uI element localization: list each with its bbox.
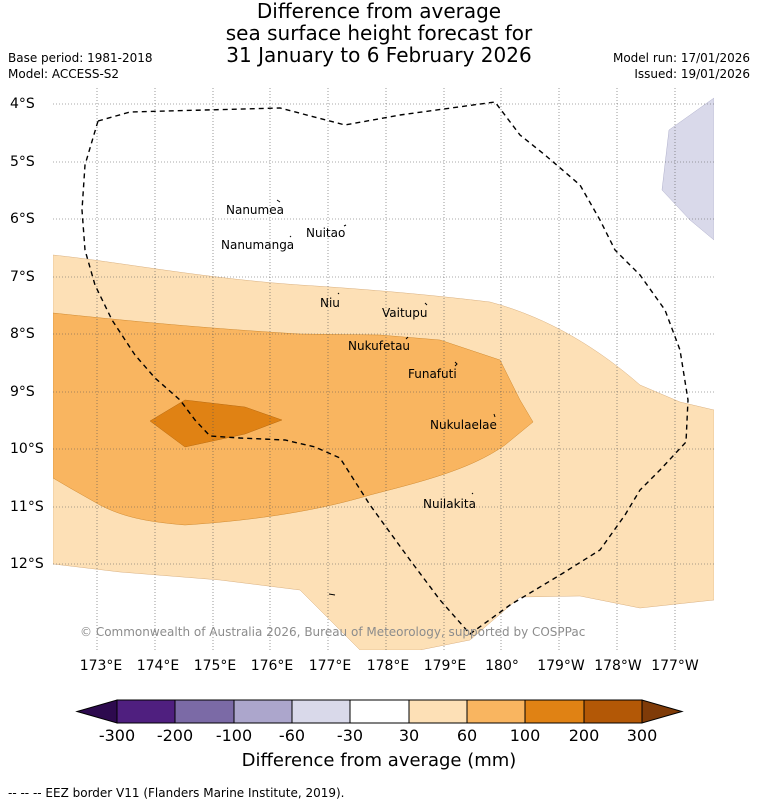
colorbar-bin xyxy=(466,699,526,724)
place-nukulaelae: Nukulaelae xyxy=(430,418,497,432)
island-nanumanga xyxy=(289,235,292,238)
lon-label: 173°E xyxy=(79,658,123,674)
island-nuitao xyxy=(343,224,347,227)
lat-label: 5°S xyxy=(10,154,35,170)
colorbar-under xyxy=(75,699,118,724)
colorbar-tick: -100 xyxy=(215,726,253,745)
colorbar-tick: 30 xyxy=(398,726,420,745)
lat-label: 12°S xyxy=(10,556,44,572)
lat-label: 11°S xyxy=(10,499,44,515)
colorbar-tick: 100 xyxy=(509,726,541,745)
place-niu: Niu xyxy=(320,296,340,310)
place-nanumanga: Nanumanga xyxy=(221,238,295,252)
colorbar xyxy=(75,699,684,724)
lon-label: 174°E xyxy=(136,658,180,674)
colorbar-tick: -30 xyxy=(336,726,364,745)
title-line-3: 31 January to 6 February 2026 xyxy=(226,43,532,67)
place-nuitao: Nuitao xyxy=(306,226,346,240)
place-nukufetau: Nukufetau xyxy=(348,339,411,353)
place-nuilakita: Nuilakita xyxy=(423,497,476,511)
anomaly-region-60-100 xyxy=(53,312,534,526)
colorbar-bin xyxy=(408,699,468,724)
place-nanumea: Nanumea xyxy=(226,203,284,217)
island-niu xyxy=(337,292,340,295)
colorbar-bin xyxy=(233,699,293,724)
lat-label: 9°S xyxy=(10,384,35,400)
colorbar-bin xyxy=(116,699,176,724)
model-run: Model run: 17/01/2026 xyxy=(612,51,750,65)
map-area xyxy=(53,88,714,650)
colorbar-tick: 200 xyxy=(568,726,600,745)
colorbar-bin xyxy=(583,699,643,724)
gridlines xyxy=(53,88,714,650)
place-vaitupu: Vaitupu xyxy=(382,306,428,320)
chart-title: Difference from average sea surface heig… xyxy=(0,0,758,66)
island-nukufetau xyxy=(405,336,409,340)
lat-label: 4°S xyxy=(10,96,35,112)
meta-left: Base period: 1981-2018 Model: ACCESS-S2 xyxy=(8,50,153,82)
anomaly-region-100-200 xyxy=(149,399,283,448)
colorbar-tick: -60 xyxy=(278,726,306,745)
colorbar-tick: 300 xyxy=(626,726,658,745)
lon-label: 178°W xyxy=(594,658,642,674)
title-line-1: Difference from average xyxy=(256,0,502,23)
colorbar-bin xyxy=(349,699,410,724)
lon-label: 179°E xyxy=(423,658,467,674)
islands xyxy=(276,199,496,596)
lon-label: 175°E xyxy=(193,658,237,674)
lon-label: 176°E xyxy=(250,658,294,674)
colorbar-tick: 60 xyxy=(456,726,478,745)
island-nukulaelae xyxy=(493,413,496,418)
colorbar-tick: -300 xyxy=(98,726,136,745)
colorbar-tick: -200 xyxy=(156,726,194,745)
island-nuilakita xyxy=(471,492,474,495)
place-funafuti: Funafuti xyxy=(408,367,457,381)
island-south xyxy=(328,593,336,596)
eez-footnote: -- -- -- EEZ border V11 (Flanders Marine… xyxy=(8,786,345,800)
meta-right: Model run: 17/01/2026 Issued: 19/01/2026 xyxy=(613,50,750,82)
colorbar-bin xyxy=(291,699,351,724)
base-period: Base period: 1981-2018 xyxy=(8,51,153,65)
lon-label: 177°E xyxy=(308,658,352,674)
issued-date: Issued: 19/01/2026 xyxy=(634,67,750,81)
model-name: Model: ACCESS-S2 xyxy=(8,67,120,81)
island-vaitupu xyxy=(424,302,428,306)
colorbar-bin xyxy=(174,699,235,724)
colorbar-over xyxy=(641,699,684,724)
lon-label: 179°W xyxy=(537,658,585,674)
colorbar-bin xyxy=(524,699,585,724)
lon-label: 180° xyxy=(485,658,519,674)
lat-label: 10°S xyxy=(10,441,44,457)
lon-label: 178°E xyxy=(366,658,410,674)
title-line-2: sea surface height forecast for xyxy=(225,21,533,45)
lon-label: 177°W xyxy=(651,658,699,674)
island-funafuti xyxy=(454,361,458,367)
lat-label: 6°S xyxy=(10,211,35,227)
lat-label: 8°S xyxy=(10,326,35,342)
colorbar-label: Difference from average (mm) xyxy=(241,750,517,771)
island-nanumea xyxy=(276,199,281,203)
copyright-notice: © Commonwealth of Australia 2026, Bureau… xyxy=(80,625,586,639)
lat-label: 7°S xyxy=(10,269,35,285)
